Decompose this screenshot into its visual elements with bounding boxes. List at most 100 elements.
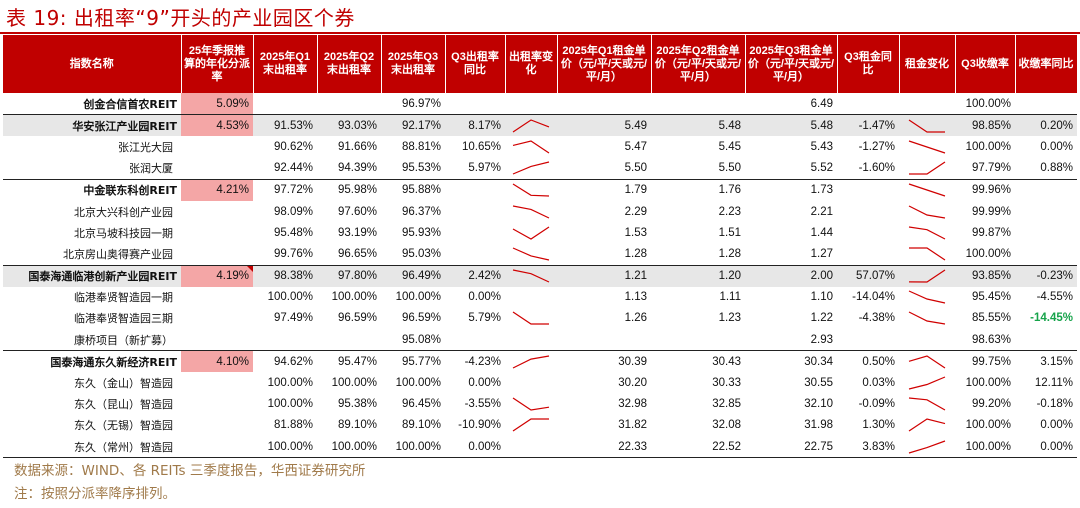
cell-r2: 30.43	[712, 355, 741, 368]
occupancy-trend-sparkline	[505, 329, 557, 352]
cell-r2: 1.28	[651, 243, 745, 266]
occupancy-trend-sparkline	[505, 372, 557, 393]
cell-q1: 98.38%	[253, 265, 317, 287]
cell-q2: 97.60%	[337, 205, 377, 218]
trend-line	[512, 119, 550, 133]
cell-div	[181, 136, 253, 157]
row-name: 东久（金山）智造园	[74, 377, 173, 391]
cell-occ_yoy: 0.00%	[468, 377, 501, 390]
trend-line	[908, 376, 946, 390]
rent-trend-sparkline	[899, 157, 955, 180]
cell-rent_yoy: 0.50%	[862, 355, 895, 368]
cell-r3: 5.48	[745, 114, 837, 137]
cell-q1: 97.49%	[273, 312, 313, 325]
rent-trend-sparkline	[899, 351, 955, 373]
row-name: 康桥项目（新扩募）	[3, 329, 181, 352]
table-title: 表 19: 出租率“9”开头的产业园区个券	[6, 6, 355, 30]
cell-coll: 99.99%	[971, 205, 1011, 218]
table-row: 东久（无锡）智造园 81.88% 89.10% 89.10% -10.90% 31.82 3…	[3, 415, 1077, 436]
rent-trend-sparkline	[899, 114, 955, 137]
col-header: 2025年Q3租金单价（元/平/天或元/平/月）	[745, 35, 838, 93]
cell-occ_yoy: 0.00%	[468, 291, 501, 304]
cell-r2: 32.08	[712, 419, 741, 432]
cell-q1: 91.53%	[253, 114, 317, 137]
occupancy-trend-sparkline	[505, 415, 557, 436]
trend-line	[512, 355, 550, 369]
trend-line	[908, 140, 946, 154]
cell-q2: 100.00%	[331, 377, 377, 390]
cell-coll: 98.85%	[955, 114, 1015, 137]
cell-occ_yoy	[445, 243, 505, 266]
cell-q2: 96.65%	[317, 243, 381, 266]
cell-r3: 22.75	[745, 436, 837, 459]
col-header: 租金变化	[899, 35, 956, 93]
trend-line	[512, 140, 550, 154]
rent-trend-sparkline	[899, 436, 955, 459]
cell-coll: 100.00%	[955, 436, 1015, 459]
cell-div	[181, 287, 253, 308]
cell-rent_yoy	[837, 222, 899, 243]
cell-q3: 95.77%	[401, 355, 441, 368]
cell-r3: 1.27	[745, 243, 837, 266]
cell-q3: 95.03%	[381, 243, 445, 266]
cell-div	[181, 201, 253, 222]
cell-r3: 1.44	[810, 226, 833, 239]
cell-q2: 96.59%	[337, 312, 377, 325]
cell-coll_yoy: 3.15%	[1040, 355, 1073, 368]
cell-div: 4.19%	[181, 265, 253, 287]
cell-r1	[557, 329, 651, 352]
cell-coll: 99.20%	[971, 398, 1011, 411]
cell-q2	[317, 329, 381, 352]
rent-trend-sparkline	[899, 329, 955, 352]
cell-occ_yoy: -10.90%	[458, 419, 501, 432]
row-name: 国泰海通东久新经济REIT	[50, 355, 177, 369]
cell-coll_yoy: 0.00%	[1015, 436, 1077, 459]
table-row: 国泰海通东久新经济REIT 4.10% 94.62% 95.47% 95.77% -4.2…	[3, 350, 1077, 373]
cell-occ_yoy	[445, 201, 505, 222]
col-header: 2025年Q1租金单价（元/平/天或元/平/月）	[557, 35, 652, 93]
cell-r1: 30.39	[618, 355, 647, 368]
cell-coll_yoy	[1015, 329, 1077, 352]
cell-r2: 1.11	[719, 291, 741, 304]
cell-r2	[651, 329, 745, 352]
cell-rent_yoy: 1.30%	[862, 419, 895, 432]
table-row: 华安张江产业园REIT 4.53% 91.53% 93.03% 92.17% 8.17% 5…	[3, 114, 1077, 137]
rent-trend-sparkline	[899, 308, 955, 329]
cell-occ_yoy: 2.42%	[445, 265, 505, 287]
cell-div	[181, 415, 253, 436]
cell-r3: 30.55	[804, 377, 833, 390]
row-name: 国泰海通临港创新产业园REIT	[3, 265, 181, 287]
cell-r1: 22.33	[557, 436, 651, 459]
col-header: Q3出租率同比	[445, 35, 506, 93]
cell-r1: 1.21	[557, 265, 651, 287]
cell-r1: 5.50	[557, 157, 651, 180]
occupancy-trend-sparkline	[505, 136, 557, 157]
cell-q3: 100.00%	[381, 436, 445, 459]
cell-occ_yoy: 5.97%	[445, 157, 505, 180]
cell-r1: 5.47	[624, 140, 647, 153]
cell-r3: 6.49	[745, 93, 837, 116]
row-name: 中金联东科创REIT	[83, 184, 177, 198]
cell-occ_yoy	[445, 329, 505, 352]
cell-r2: 1.23	[718, 312, 741, 325]
cell-r1: 31.82	[618, 419, 647, 432]
trend-line	[908, 418, 946, 432]
cell-coll_yoy: -0.23%	[1015, 265, 1077, 287]
cell-q2: 91.66%	[337, 140, 377, 153]
cell-r3: 2.93	[745, 329, 837, 352]
cell-coll: 99.75%	[971, 355, 1011, 368]
title-rule	[0, 32, 1080, 34]
cell-rent_yoy: -1.27%	[858, 140, 895, 153]
col-header: 指数名称	[3, 35, 182, 93]
cell-r3: 1.10	[810, 291, 833, 304]
cell-q2: 95.47%	[337, 355, 377, 368]
cell-rent_yoy: -14.04%	[852, 291, 895, 304]
occupancy-trend-sparkline	[505, 308, 557, 329]
cell-q2: 93.19%	[337, 226, 377, 239]
cell-q2: 93.03%	[317, 114, 381, 137]
table-row: 东久（常州）智造园 100.00% 100.00% 100.00% 0.00% 22.33…	[3, 436, 1077, 459]
cell-q3: 95.88%	[401, 184, 441, 197]
cell-coll: 99.96%	[971, 184, 1011, 197]
cell-r3: 1.22	[810, 312, 833, 325]
cell-coll: 98.63%	[955, 329, 1015, 352]
